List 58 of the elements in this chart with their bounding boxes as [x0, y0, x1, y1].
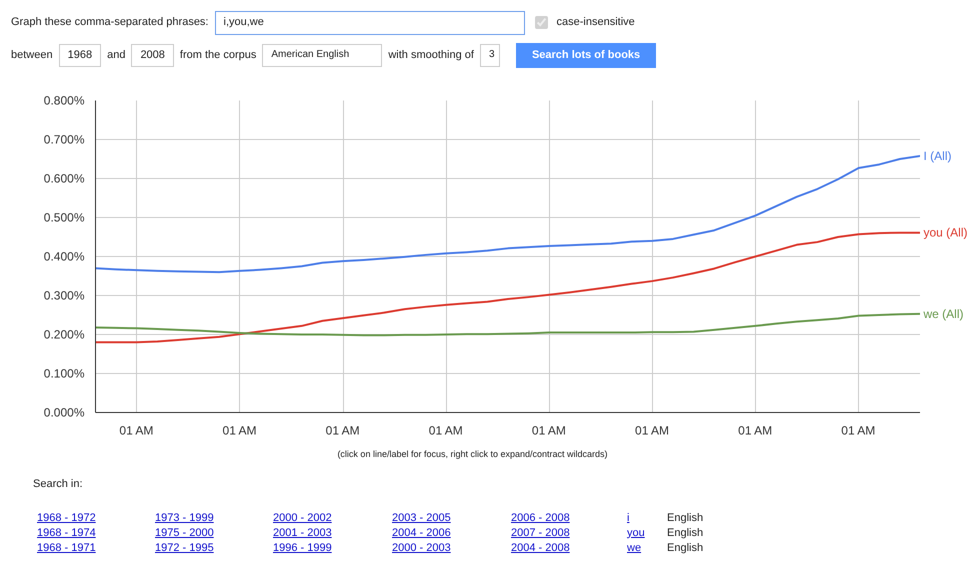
- series-label: you (All): [924, 226, 968, 240]
- x-tick-label: 01 AM: [119, 424, 154, 438]
- text: between: [11, 48, 53, 61]
- text: 2000 - 2003: [392, 540, 451, 556]
- text: 2004 - 2006: [392, 526, 451, 541]
- text: 2000 - 2002: [273, 510, 332, 526]
- line-series: [96, 312, 920, 336]
- text: 1972 - 1995: [155, 540, 214, 556]
- text: 1975 - 2000: [155, 526, 214, 541]
- x-tick-label: 01 AM: [428, 424, 463, 438]
- text: 2007 - 2008: [511, 526, 570, 541]
- text: 2008: [131, 44, 174, 68]
- y-tick-label: 0.600%: [44, 172, 85, 186]
- y-tick-label: 0.400%: [44, 250, 85, 264]
- y-tick-label: 0.200%: [44, 328, 85, 342]
- text: i,you,we: [214, 11, 524, 35]
- text: with smoothing of: [388, 48, 474, 61]
- text: 2006 - 2008: [511, 510, 570, 526]
- text: and: [107, 48, 126, 61]
- x-tick-label: 01 AM: [841, 424, 876, 438]
- series-label: I (All): [924, 148, 952, 163]
- text: Graph these comma-separated phrases:: [11, 16, 208, 28]
- x-tick-label: 01 AM: [222, 424, 257, 438]
- y-tick-label: 0.500%: [44, 210, 85, 224]
- series-label: we (All): [922, 306, 964, 321]
- text: we: [627, 540, 642, 556]
- x-tick-label: 01 AM: [738, 424, 772, 438]
- x-tick-label: 01 AM: [532, 424, 566, 438]
- y-tick-label: 0.100%: [44, 366, 85, 380]
- text: 2003 - 2005: [392, 510, 451, 526]
- text: 2004 - 2008: [511, 540, 570, 556]
- text: 2001 - 2003: [273, 526, 332, 541]
- text: American English: [262, 44, 382, 67]
- text: English: [667, 510, 704, 526]
- y-tick-label: 0.300%: [44, 288, 85, 302]
- line-series: [96, 232, 920, 344]
- line-series: [96, 154, 920, 274]
- text: Search in:: [33, 477, 84, 492]
- y-tick-label: 0.000%: [44, 406, 85, 420]
- text: Search lots of books: [516, 42, 656, 68]
- y-tick-label: 0.800%: [44, 94, 85, 108]
- text: 1973 - 1999: [155, 510, 214, 526]
- x-tick-label: 01 AM: [635, 424, 670, 438]
- text: you: [627, 526, 645, 541]
- text: 1968: [58, 44, 102, 68]
- y-tick-label: 0.700%: [44, 132, 85, 146]
- text: i: [627, 510, 630, 526]
- text: English: [667, 540, 704, 556]
- x-tick-label: 01 AM: [326, 424, 360, 438]
- text: (click on line/label for focus, right click to expand/contract wildcards): [336, 448, 609, 461]
- text: case-insensitive: [556, 16, 635, 28]
- text: 3: [480, 44, 500, 67]
- text: 1968 - 1974: [37, 526, 96, 541]
- text: from the corpus: [180, 48, 256, 61]
- text: 1968 - 1972: [37, 510, 96, 526]
- text: 1996 - 1999: [273, 540, 332, 556]
- text: 1968 - 1971: [37, 540, 96, 556]
- text: English: [667, 526, 704, 541]
